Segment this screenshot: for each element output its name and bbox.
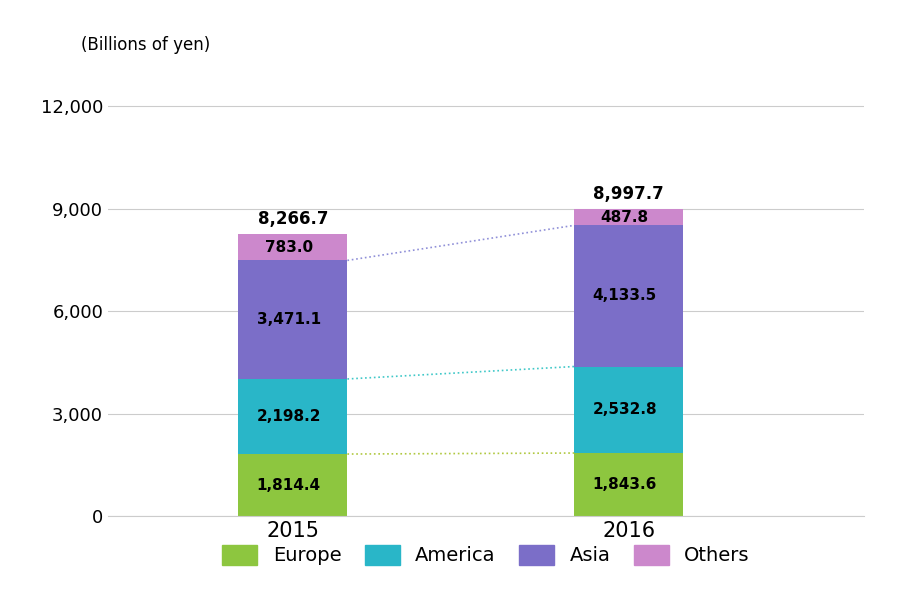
Bar — [574, 367, 683, 453]
Text: 2,198.2: 2,198.2 — [256, 409, 321, 424]
Bar — [574, 226, 683, 367]
Bar — [238, 233, 347, 260]
Text: 2,532.8: 2,532.8 — [592, 402, 657, 417]
Text: 1,843.6: 1,843.6 — [592, 477, 657, 492]
Text: 8,266.7: 8,266.7 — [257, 209, 328, 227]
Bar — [238, 454, 347, 516]
Legend: Europe, America, Asia, Others: Europe, America, Asia, Others — [214, 537, 758, 573]
Text: 487.8: 487.8 — [600, 209, 649, 224]
Text: 783.0: 783.0 — [265, 239, 312, 254]
Bar — [574, 453, 683, 516]
Text: 8,997.7: 8,997.7 — [593, 185, 664, 203]
Text: 1,814.4: 1,814.4 — [256, 478, 320, 493]
Text: 4,133.5: 4,133.5 — [592, 289, 657, 304]
Text: (Billions of yen): (Billions of yen) — [81, 36, 211, 54]
Text: 3,471.1: 3,471.1 — [256, 312, 320, 327]
Bar — [238, 379, 347, 454]
Bar — [574, 209, 683, 226]
Bar — [238, 260, 347, 379]
